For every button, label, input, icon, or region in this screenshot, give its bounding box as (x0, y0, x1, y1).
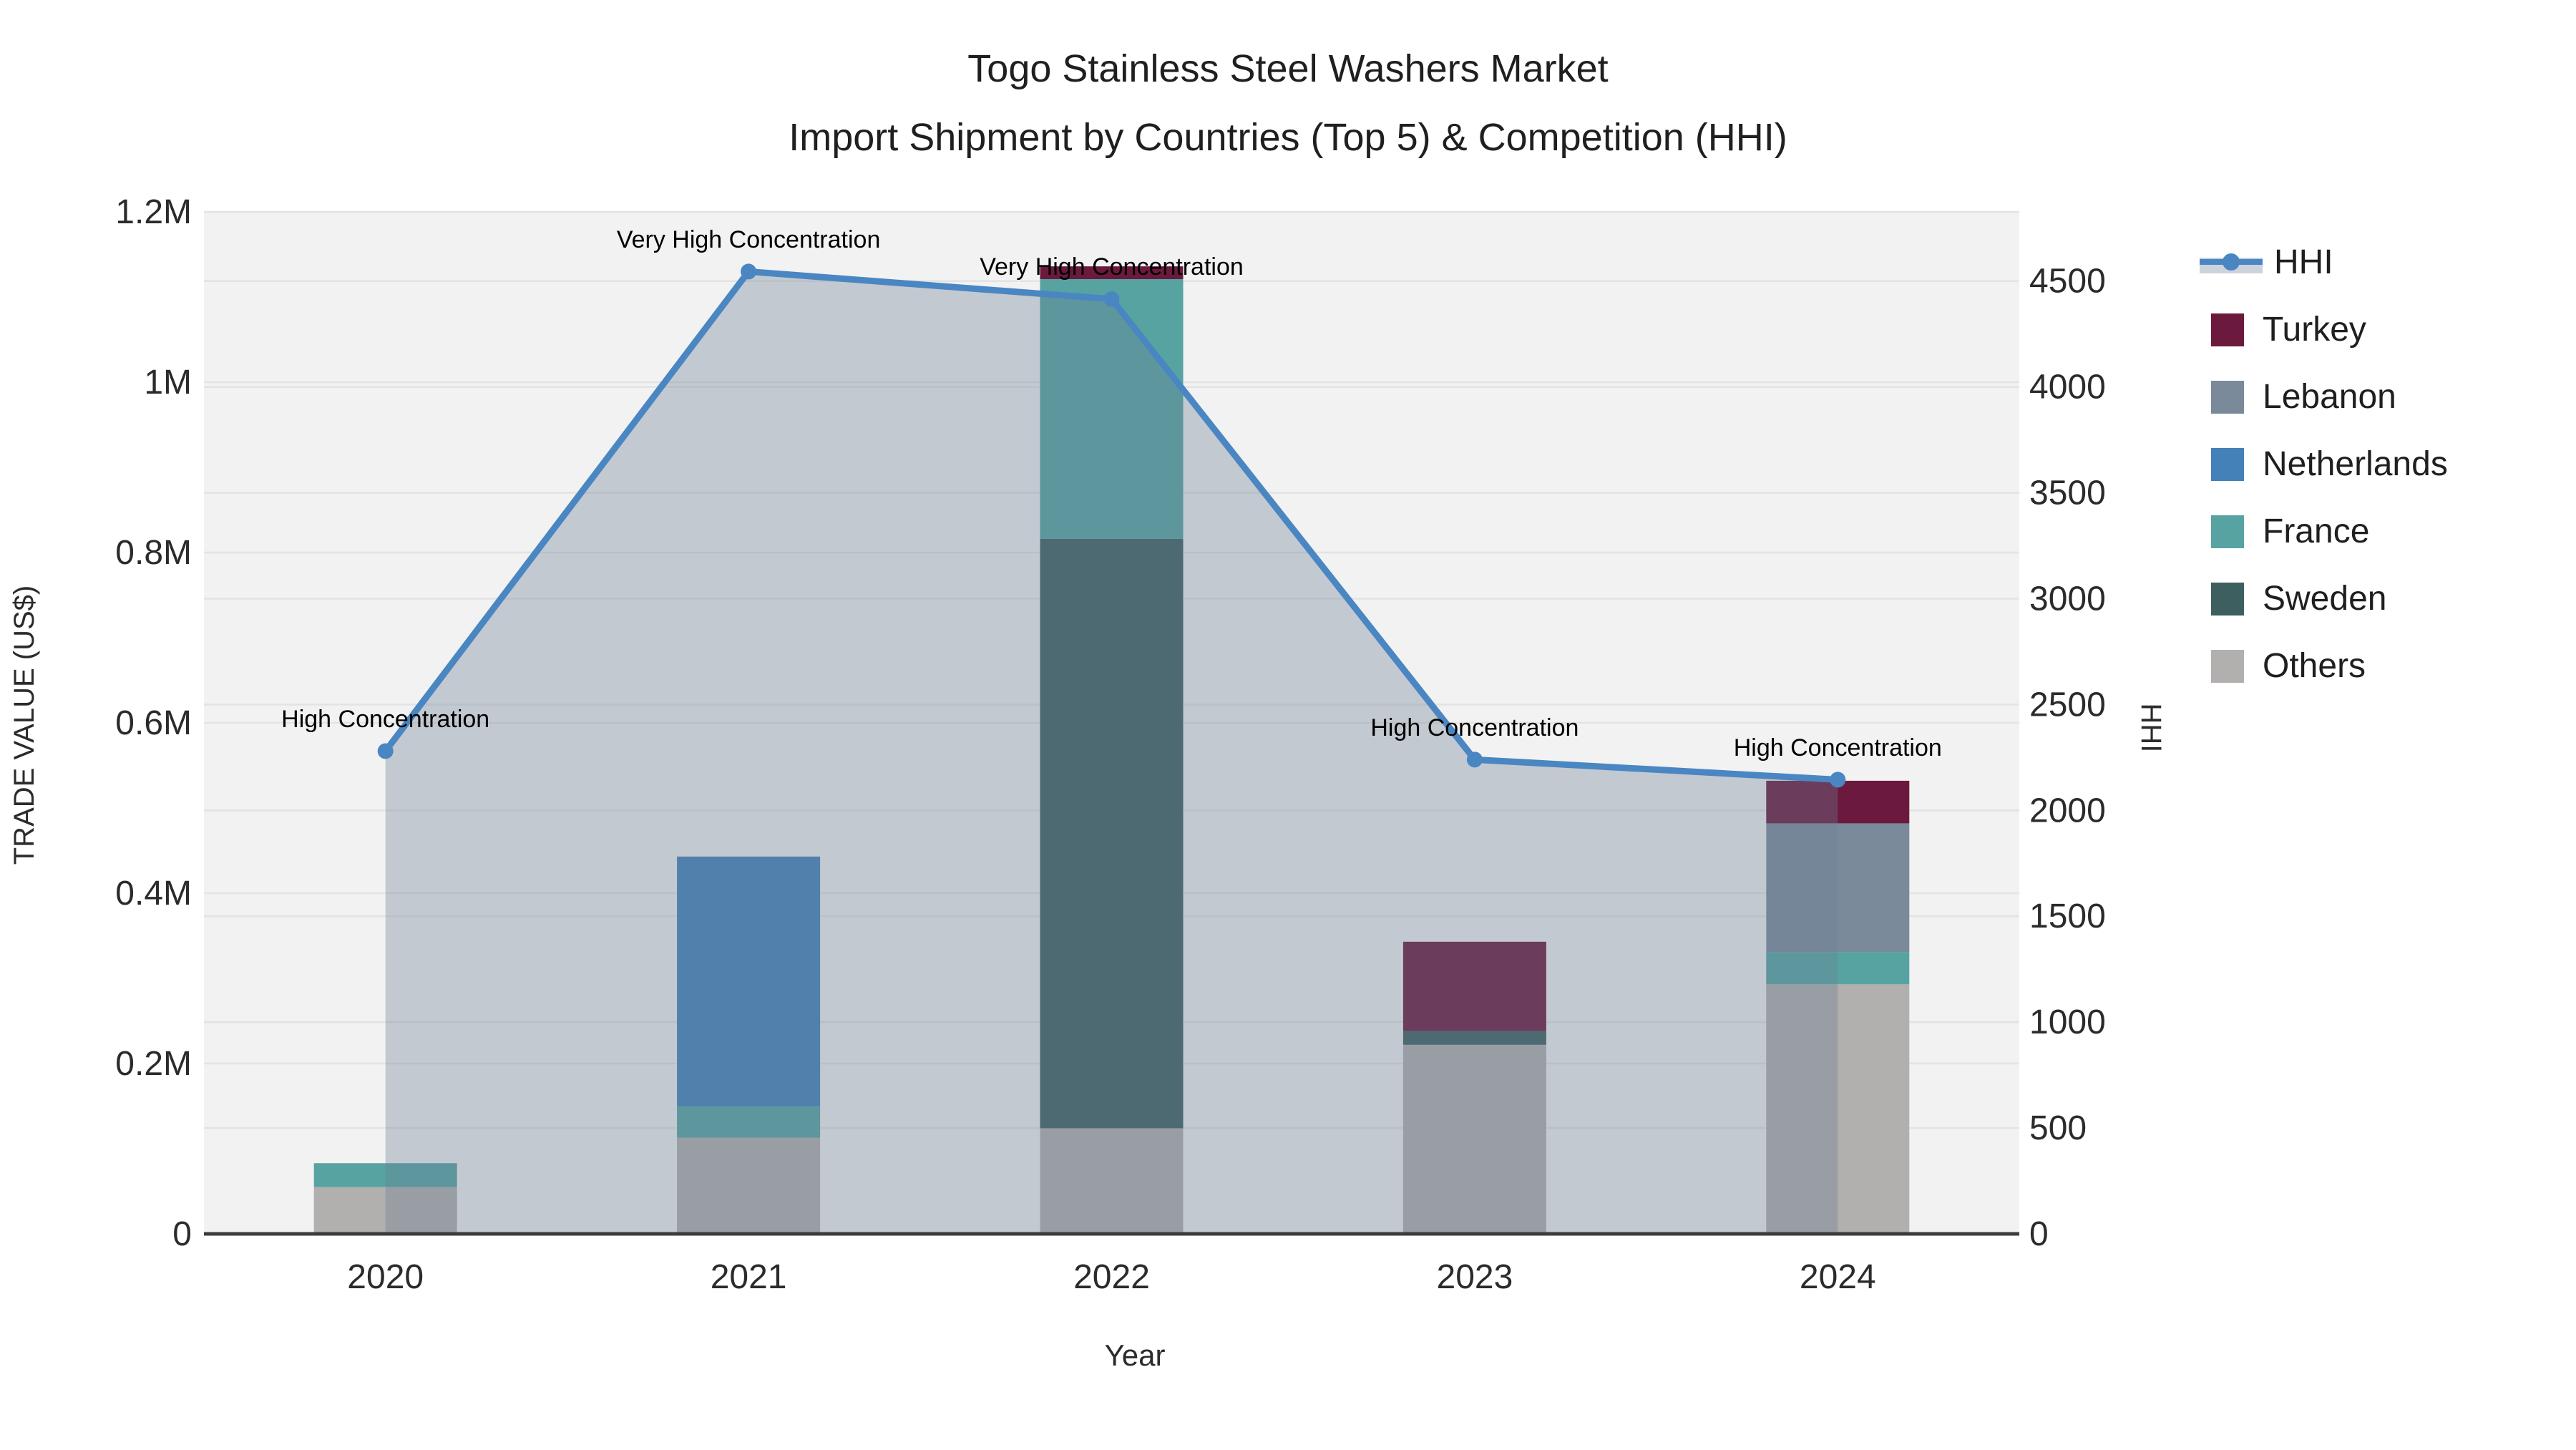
right-tick-2500: 2500 (2029, 686, 2106, 724)
x-tick-2021: 2021 (711, 1258, 787, 1296)
left-tick-0.4M: 0.4M (115, 875, 192, 913)
hhi-marker-2022[interactable] (1103, 291, 1120, 307)
right-tick-3500: 3500 (2029, 475, 2106, 512)
bar-segment-sweden-2023[interactable] (1402, 1031, 1546, 1045)
left-tick-0.8M: 0.8M (115, 534, 192, 572)
hhi-annotation-2024: High Concentration (1733, 734, 1942, 762)
legend-label-netherlands: Netherlands (2263, 444, 2448, 483)
left-tick-1.2M: 1.2M (115, 193, 192, 231)
bar-segment-netherlands-2021[interactable] (677, 856, 821, 1106)
x-tick-2022: 2022 (1073, 1258, 1150, 1296)
legend-label-turkey: Turkey (2263, 310, 2366, 349)
legend-label-hhi: HHI (2274, 243, 2333, 281)
hhi-annotation-2021: Very High Concentration (616, 225, 881, 253)
legend-item-sweden[interactable]: Sweden (2211, 565, 2448, 633)
hhi-marker-2024[interactable] (1830, 772, 1846, 788)
legend-item-netherlands[interactable]: Netherlands (2211, 431, 2448, 498)
hhi-annotation-2020: High Concentration (281, 705, 490, 733)
hhi-annotation-2022: Very High Concentration (980, 253, 1244, 281)
right-y-axis-title: HHI (2135, 703, 2166, 753)
legend-item-france[interactable]: France (2211, 498, 2448, 565)
legend-label-france: France (2263, 512, 2370, 550)
bar-segment-turkey-2024[interactable] (1766, 780, 1910, 824)
chart-title-line2: Import Shipment by Countries (Top 5) & C… (789, 116, 1787, 159)
bar-segment-sweden-2022[interactable] (1040, 538, 1184, 1129)
bar-segment-turkey-2022[interactable] (1040, 266, 1184, 280)
legend-item-hhi[interactable]: HHI (2200, 229, 2448, 296)
hhi-marker-2020[interactable] (377, 743, 394, 759)
bar-segment-france-2022[interactable] (1040, 279, 1184, 539)
x-axis-title: Year (1104, 1340, 1166, 1373)
left-tick-1M: 1M (144, 364, 192, 402)
hhi-line-icon (2200, 246, 2263, 279)
legend-swatch-icon (2211, 381, 2244, 414)
legend: HHI Turkey Lebanon Netherlands France Sweden O… (2200, 229, 2448, 700)
legend-item-turkey[interactable]: Turkey (2211, 296, 2448, 364)
legend-item-lebanon[interactable]: Lebanon (2211, 364, 2448, 431)
hhi-marker-2021[interactable] (741, 263, 757, 280)
legend-label-others: Others (2263, 646, 2366, 685)
x-tick-2020: 2020 (347, 1258, 424, 1296)
right-tick-0: 0 (2029, 1215, 2049, 1253)
legend-swatch-icon (2211, 583, 2244, 615)
hhi-area-fill (385, 271, 1838, 1234)
legend-swatch-icon (2211, 650, 2244, 683)
right-tick-500: 500 (2029, 1109, 2087, 1147)
bar-segment-others-2021[interactable] (677, 1137, 821, 1234)
legend-label-sweden: Sweden (2263, 579, 2387, 618)
bar-segment-others-2022[interactable] (1040, 1128, 1184, 1234)
legend-swatch-icon (2211, 515, 2244, 548)
right-tick-3000: 3000 (2029, 580, 2106, 618)
legend-label-lebanon: Lebanon (2263, 377, 2396, 416)
right-tick-4000: 4000 (2029, 369, 2106, 407)
bar-segment-others-2023[interactable] (1402, 1044, 1546, 1234)
left-tick-0.6M: 0.6M (115, 704, 192, 742)
right-tick-4500: 4500 (2029, 263, 2106, 301)
hhi-marker-2023[interactable] (1466, 751, 1483, 768)
bar-segment-others-2024[interactable] (1766, 984, 1910, 1234)
bar-segment-france-2024[interactable] (1766, 952, 1910, 985)
legend-swatch-icon (2211, 448, 2244, 481)
legend-swatch-icon (2211, 313, 2244, 346)
right-tick-1500: 1500 (2029, 897, 2106, 935)
legend-item-others[interactable]: Others (2211, 633, 2448, 700)
left-y-axis-title: TRADE VALUE (US$) (9, 585, 41, 865)
right-tick-2000: 2000 (2029, 792, 2106, 829)
left-tick-0: 0 (172, 1215, 192, 1253)
x-tick-2023: 2023 (1437, 1258, 1513, 1296)
bar-segment-others-2020[interactable] (313, 1187, 457, 1234)
bar-segment-lebanon-2024[interactable] (1766, 823, 1910, 953)
right-tick-1000: 1000 (2029, 1003, 2106, 1041)
bar-segment-turkey-2023[interactable] (1402, 941, 1546, 1031)
bar-segment-france-2021[interactable] (677, 1106, 821, 1138)
left-tick-0.2M: 0.2M (115, 1045, 192, 1083)
chart-title-line1: Togo Stainless Steel Washers Market (967, 47, 1609, 90)
bar-segment-france-2020[interactable] (313, 1163, 457, 1187)
hhi-annotation-2023: High Concentration (1370, 714, 1579, 741)
x-tick-2024: 2024 (1800, 1258, 1876, 1296)
